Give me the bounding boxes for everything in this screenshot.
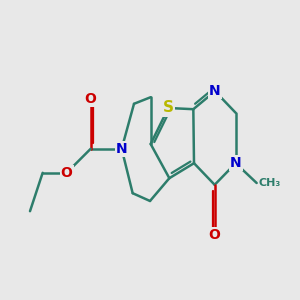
Text: O: O <box>209 228 220 242</box>
Text: N: N <box>230 156 242 170</box>
Text: CH₃: CH₃ <box>258 178 281 188</box>
Text: N: N <box>116 142 127 156</box>
Text: S: S <box>163 100 174 116</box>
Text: O: O <box>61 166 73 180</box>
Text: O: O <box>85 92 97 106</box>
Text: N: N <box>209 84 221 98</box>
